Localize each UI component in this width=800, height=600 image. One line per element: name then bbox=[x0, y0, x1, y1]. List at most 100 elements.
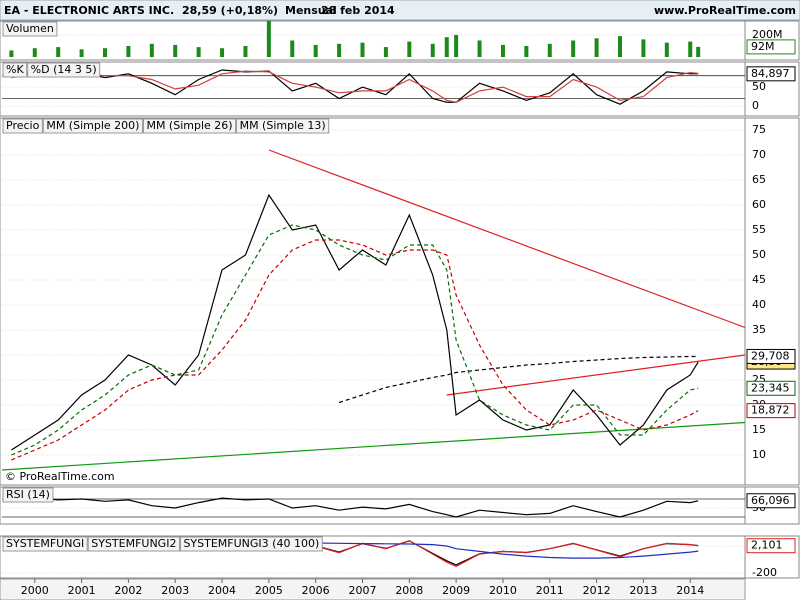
volume-bar bbox=[696, 46, 701, 58]
legend-box bbox=[179, 536, 323, 552]
y-tick-label: 15 bbox=[752, 423, 766, 436]
legend-label: MM (Simple 26) bbox=[146, 119, 232, 132]
legend-label: MM (Simple 13) bbox=[240, 119, 326, 132]
x-tick-label: 2000 bbox=[21, 584, 49, 597]
legend-box bbox=[2, 487, 54, 503]
volume-bar bbox=[430, 43, 435, 58]
last-value-box bbox=[746, 493, 796, 509]
series-line bbox=[11, 70, 699, 103]
period: Mensual bbox=[285, 4, 337, 17]
volume-bar bbox=[383, 47, 388, 58]
legend-label: %D (14 3 5) bbox=[31, 63, 97, 76]
y-tick-label: 0 bbox=[752, 99, 759, 112]
volume-bar bbox=[444, 37, 449, 58]
legend-box bbox=[2, 62, 28, 78]
last-value-label: 23,345 bbox=[751, 381, 790, 394]
legend-box bbox=[142, 118, 237, 134]
legend-label: SYSTEMFUNGI3 (40 100) bbox=[183, 537, 319, 550]
legend-box bbox=[2, 118, 43, 134]
x-tick-label: 2004 bbox=[208, 584, 236, 597]
panel-frame bbox=[0, 20, 746, 61]
legend-box bbox=[2, 21, 58, 37]
x-tick-label: 2007 bbox=[348, 584, 376, 597]
last-value-box bbox=[746, 403, 796, 419]
volume-bar bbox=[243, 46, 248, 58]
y-tick-label: 50 bbox=[752, 248, 766, 261]
volume-bar bbox=[407, 41, 412, 58]
legend-label: %K bbox=[6, 63, 24, 76]
series-line bbox=[11, 239, 699, 461]
x-tick-label: 2006 bbox=[302, 584, 330, 597]
last-value-label: 18,872 bbox=[751, 404, 790, 417]
last-value-label: 92M bbox=[751, 40, 775, 53]
y-tick-label: 50 bbox=[752, 80, 766, 93]
y-tick-label: 75 bbox=[752, 123, 766, 136]
header-bar bbox=[0, 0, 800, 21]
series-line bbox=[11, 497, 699, 518]
volume-bar bbox=[571, 40, 576, 58]
volume-bar bbox=[641, 39, 646, 58]
volume-bar bbox=[360, 42, 365, 58]
volume-bar bbox=[337, 43, 342, 58]
x-tick-label: 2011 bbox=[536, 584, 564, 597]
x-tick-label: 2003 bbox=[161, 584, 189, 597]
date: 28 feb 2014 bbox=[321, 4, 395, 17]
legend-box bbox=[87, 536, 180, 552]
volume-bar bbox=[524, 46, 529, 58]
last-value-box bbox=[746, 380, 796, 396]
y-tick-label: 55 bbox=[752, 223, 766, 236]
volume-bar bbox=[313, 44, 318, 58]
x-tick-label: 2002 bbox=[114, 584, 142, 597]
x-tick-label: 2013 bbox=[629, 584, 657, 597]
x-axis-bar bbox=[0, 578, 746, 600]
volume-bar bbox=[547, 43, 552, 58]
volume-bar bbox=[594, 38, 599, 58]
legend-box bbox=[42, 118, 143, 134]
y-tick-label: 65 bbox=[752, 173, 766, 186]
y-tick-label: 45 bbox=[752, 273, 766, 286]
volume-bar bbox=[688, 41, 693, 58]
y-tick-label: 200M bbox=[752, 28, 783, 41]
volume-bar bbox=[126, 46, 131, 58]
volume-bar bbox=[290, 40, 295, 58]
last-value-label: 29,708 bbox=[751, 349, 790, 362]
x-tick-label: 2008 bbox=[395, 584, 423, 597]
volume-bar bbox=[196, 47, 201, 58]
volume-bar bbox=[79, 49, 84, 58]
volume-bar bbox=[664, 42, 669, 58]
y-tick-label: 70 bbox=[752, 148, 766, 161]
volume-bar bbox=[102, 48, 107, 58]
x-tick-label: 2010 bbox=[489, 584, 517, 597]
volume-bar bbox=[477, 40, 482, 58]
x-tick-label: 2012 bbox=[583, 584, 611, 597]
volume-bar bbox=[500, 44, 505, 58]
y-tick-label: 35 bbox=[752, 323, 766, 336]
trendline bbox=[268, 149, 746, 329]
legend-label: RSI (14) bbox=[6, 488, 50, 501]
volume-bar bbox=[149, 43, 154, 58]
last-value-box bbox=[746, 538, 796, 554]
panel-frame bbox=[0, 117, 746, 486]
last-value-label: 2,101 bbox=[751, 539, 783, 552]
quote: 28,59 (+0,18%) bbox=[182, 4, 278, 17]
legend-label: Precio bbox=[6, 119, 40, 132]
axis-frame bbox=[744, 117, 800, 486]
trendline bbox=[1, 421, 746, 471]
series-line bbox=[11, 224, 699, 456]
volume-bar bbox=[173, 44, 178, 58]
volume-bar bbox=[56, 47, 61, 58]
symbol: EA - ELECTRONIC ARTS INC. bbox=[4, 4, 174, 17]
legend-label: Volumen bbox=[6, 22, 54, 35]
last-value-label: 66,096 bbox=[751, 494, 790, 507]
y-tick-label: -200 bbox=[752, 566, 777, 579]
x-tick-label: 2014 bbox=[676, 584, 704, 597]
panel-frame bbox=[0, 486, 746, 525]
last-value-box bbox=[746, 66, 796, 82]
panel-frame bbox=[0, 61, 746, 117]
legend-label: SYSTEMFUNGI bbox=[6, 537, 84, 550]
volume-bar bbox=[266, 20, 271, 58]
trendline bbox=[446, 354, 746, 396]
volume-bar bbox=[32, 48, 37, 58]
legend-label: MM (Simple 200) bbox=[46, 119, 139, 132]
